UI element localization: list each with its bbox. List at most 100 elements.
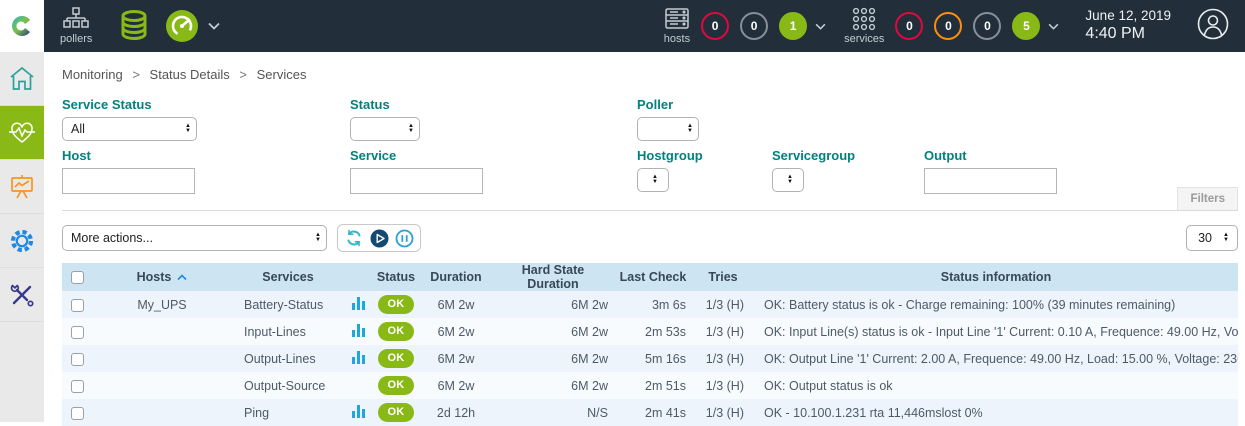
status-select[interactable]: ▲ ▼ [350, 117, 420, 141]
servicegroup-select[interactable]: ▲ ▼ [772, 168, 804, 192]
breadcrumb-separator: > [132, 67, 140, 82]
table-header-row: Hosts Services Status Duration Hard Stat… [62, 263, 1238, 291]
hosts-details-expander[interactable] [815, 23, 826, 30]
pause-autorefresh-button[interactable] [394, 228, 414, 248]
services-unknown-counter[interactable]: 0 [973, 12, 1002, 40]
services-critical-counter[interactable]: 0 [895, 12, 924, 40]
header-duration[interactable]: Duration [420, 263, 492, 291]
header-services[interactable]: Services [232, 263, 344, 291]
refresh-button[interactable] [344, 228, 364, 248]
header-status[interactable]: Status [372, 263, 420, 291]
poller-details-expander[interactable] [208, 22, 221, 30]
pause-icon [395, 229, 413, 247]
user-avatar-icon [1197, 8, 1229, 39]
header-status-information[interactable]: Status information [754, 263, 1238, 291]
services-details-expander[interactable] [1048, 23, 1059, 30]
hard-state-duration-cell: 6M 2w [571, 351, 608, 366]
graph-icon[interactable] [351, 350, 366, 364]
centreon-logo[interactable] [0, 0, 44, 52]
hostgroup-select[interactable]: ▲ ▼ [637, 168, 669, 192]
status-information-cell: OK: Battery status is ok - Charge remain… [764, 297, 1176, 312]
header-hosts[interactable]: Hosts [92, 263, 232, 291]
user-menu[interactable] [1197, 8, 1229, 45]
sidebar-item-monitoring[interactable] [0, 106, 44, 160]
status-badge: OK [378, 376, 414, 395]
service-status-select[interactable]: All ▲ ▼ [62, 117, 197, 141]
services-warning-counter[interactable]: 0 [934, 12, 963, 40]
start-autorefresh-button[interactable] [369, 228, 389, 248]
select-all-checkbox[interactable] [70, 271, 84, 285]
filter-service: Service [350, 141, 637, 194]
hosts-down-counter[interactable]: 0 [701, 12, 730, 40]
service-input[interactable] [350, 168, 483, 194]
last-check-cell: 2m 53s [645, 324, 686, 339]
status-badge: OK [378, 403, 414, 422]
database-status-indicator[interactable] [116, 8, 152, 44]
status-information-cell: OK: Output Line '1' Current: 2.00 A, Fre… [764, 351, 1238, 366]
duration-cell: 6M 2w [437, 351, 475, 366]
play-icon [370, 229, 388, 247]
filter-poller: Poller ▲ ▼ [637, 90, 1224, 141]
output-input[interactable] [924, 168, 1057, 194]
status-badge: OK [378, 295, 414, 314]
graph-icon[interactable] [351, 296, 366, 310]
current-time: 4:40 PM [1085, 25, 1146, 43]
services-icon [853, 7, 876, 31]
table-row: Input-Lines OK 6M 2w 6M 2w 2m 53s 1/3 (H) OK: … [62, 318, 1238, 345]
reporting-easel-icon [11, 174, 33, 198]
duration-cell: 6M 2w [437, 324, 475, 339]
row-checkbox[interactable] [70, 298, 84, 312]
graph-icon[interactable] [351, 323, 366, 337]
hard-state-duration-cell: 6M 2w [571, 378, 608, 393]
service-label: Service [350, 148, 397, 163]
more-actions-select[interactable]: More actions... ▲ ▼ [62, 225, 327, 251]
last-check-cell: 2m 41s [645, 405, 686, 420]
breadcrumb-status-details[interactable]: Status Details [149, 67, 230, 82]
breadcrumb-services[interactable]: Services [256, 67, 307, 82]
service-name[interactable]: Output-Lines [244, 351, 316, 366]
header-last-check[interactable]: Last Check [614, 263, 692, 291]
status-badge: OK [378, 322, 414, 341]
sidebar-item-configuration[interactable] [0, 214, 44, 268]
row-checkbox[interactable] [70, 406, 84, 420]
header-hard-state-duration[interactable]: Hard State Duration [492, 263, 614, 291]
page-size-select[interactable]: 30 ▲ ▼ [1186, 225, 1238, 251]
pollers-menu[interactable]: pollers [60, 7, 92, 45]
sidebar-item-administration[interactable] [0, 268, 44, 322]
host-label: Host [62, 148, 91, 163]
service-name[interactable]: Input-Lines [244, 324, 306, 339]
poller-latency-indicator[interactable] [164, 8, 200, 44]
host-name[interactable]: My_UPS [137, 297, 187, 312]
row-checkbox[interactable] [70, 352, 84, 366]
sidebar-item-home[interactable] [0, 52, 44, 106]
graph-icon[interactable] [351, 404, 366, 418]
status-information-cell: OK - 10.100.1.231 rta 11,446mslost 0% [764, 405, 983, 420]
service-name[interactable]: Output-Source [244, 378, 326, 393]
pollers-label: pollers [60, 33, 93, 45]
more-actions-value: More actions... [71, 231, 153, 245]
service-name[interactable]: Battery-Status [244, 297, 324, 312]
services-table-wrap: Hosts Services Status Duration Hard Stat… [62, 263, 1238, 426]
services-menu[interactable]: services [844, 7, 884, 45]
select-arrows-icon: ▲ ▼ [315, 232, 321, 243]
sidebar-item-reporting[interactable] [0, 160, 44, 214]
row-checkbox[interactable] [70, 379, 84, 393]
last-check-cell: 2m 51s [645, 378, 686, 393]
tries-cell: 1/3 (H) [705, 351, 744, 366]
database-icon [121, 10, 147, 40]
service-name[interactable]: Ping [244, 405, 270, 420]
tries-cell: 1/3 (H) [705, 297, 744, 312]
poller-select[interactable]: ▲ ▼ [637, 117, 699, 141]
hosts-unreachable-counter[interactable]: 0 [740, 12, 769, 40]
header-tries[interactable]: Tries [692, 263, 754, 291]
row-checkbox[interactable] [70, 325, 84, 339]
hosts-menu[interactable]: hosts [664, 7, 690, 45]
breadcrumb-monitoring[interactable]: Monitoring [62, 67, 123, 82]
hard-state-duration-cell: N/S [587, 405, 608, 420]
hosts-up-counter[interactable]: 1 [779, 12, 808, 40]
tries-cell: 1/3 (H) [705, 405, 744, 420]
filters-tab[interactable]: Filters [1177, 187, 1238, 210]
select-arrows-icon: ▲ ▼ [687, 123, 693, 134]
services-ok-counter[interactable]: 5 [1012, 12, 1041, 40]
host-input[interactable] [62, 168, 195, 194]
